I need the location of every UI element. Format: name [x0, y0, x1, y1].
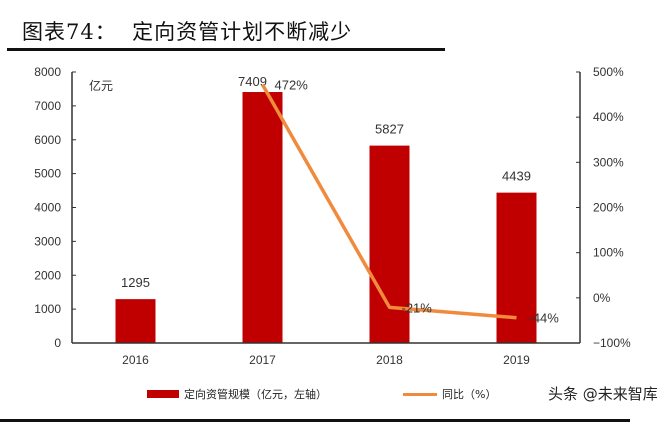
left-tick-label: 1000 [34, 302, 61, 316]
x-tick-label: 2018 [376, 353, 403, 367]
x-tick-label: 2017 [249, 353, 276, 367]
legend-line-label: 同比（%） [442, 388, 497, 401]
legend-bar: 定向资管规模（亿元，左轴） [147, 386, 327, 402]
left-axis-unit: 亿元 [89, 78, 113, 93]
chart-title: 图表74： 定向资管计划不断减少 [22, 20, 353, 44]
right-tick-label: −100% [593, 336, 631, 350]
line-value-label: 472% [275, 78, 309, 93]
x-tick-label: 2016 [122, 353, 149, 367]
watermark: 头条 @未来智库 [548, 385, 658, 403]
bar-value-label: 1295 [121, 275, 150, 290]
legend-bar-label: 定向资管规模（亿元，左轴） [184, 388, 327, 401]
bar-value-label: 5827 [375, 122, 404, 137]
right-tick-label: 500% [593, 65, 624, 79]
right-tick-label: 100% [593, 246, 624, 260]
right-tick-label: 400% [593, 110, 624, 124]
line-value-label: -21% [402, 300, 433, 315]
left-tick-label: 2000 [34, 268, 61, 282]
legend-bar-swatch [147, 390, 179, 398]
left-tick-label: 3000 [34, 234, 61, 248]
left-tick-label: 7000 [34, 99, 61, 113]
left-tick-label: 6000 [34, 133, 61, 147]
right-tick-label: 200% [593, 201, 624, 215]
right-tick-label: 300% [593, 155, 624, 169]
yoy-line [260, 83, 517, 320]
x-tick-label: 2019 [503, 353, 530, 367]
bar-2016 [115, 299, 156, 343]
left-tick-label: 0 [54, 336, 61, 350]
right-tick-label: 0% [593, 291, 611, 305]
bottom-divider [0, 419, 630, 422]
left-tick-label: 5000 [34, 167, 61, 181]
legend-line: 同比（%） [403, 386, 496, 402]
line-value-label: -44% [529, 311, 560, 326]
legend-line-swatch [403, 392, 437, 396]
bar-value-label: 7409 [238, 74, 267, 89]
left-tick-label: 4000 [34, 201, 61, 215]
bar-value-label: 4439 [502, 169, 531, 184]
bar-2017 [242, 92, 283, 343]
left-tick-label: 8000 [34, 65, 61, 79]
title-divider [7, 48, 445, 51]
